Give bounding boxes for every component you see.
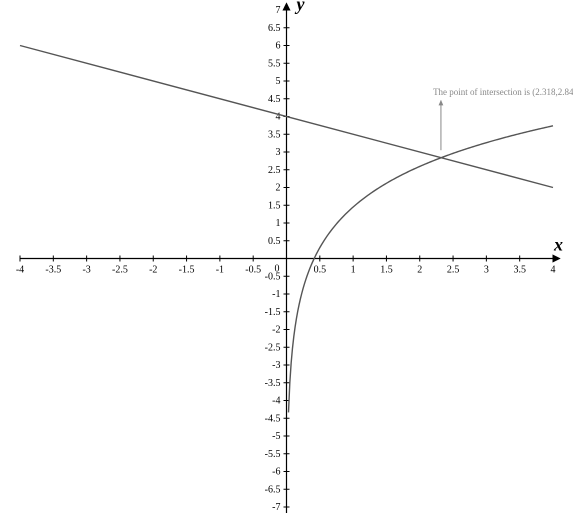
y-tick-label: 6 [276,41,281,52]
y-tick-label: 4.5 [268,94,281,105]
x-tick-label: -3.5 [45,265,61,276]
y-tick-label: -3.5 [265,378,281,389]
y-tick-label: -7 [272,502,280,513]
x-tick-label: -1.5 [179,265,195,276]
y-tick-label: -1.5 [265,307,281,318]
x-tick-label: -2 [149,265,157,276]
x-tick-label: 0.5 [314,265,327,276]
y-tick-label: -6 [272,467,280,478]
x-tick-label: 2.5 [447,265,460,276]
y-tick-label: -5 [272,431,280,442]
y-tick-label: 3.5 [268,129,281,140]
y-tick-label: 1.5 [268,200,281,211]
chart-container: -4 -3.5 -3 -2.5 -2 -1.5 -1 -0.5 0.5 1 1.5 2 2.5 3 3.5 4… [0,0,573,517]
x-tick-label: 4 [551,265,556,276]
x-tick-label: 1 [351,265,356,276]
x-axis-label: x [553,235,563,255]
y-tick-label: -6.5 [265,484,281,495]
y-tick-label: -3 [272,360,280,371]
y-tick-label: 3 [276,147,281,158]
y-tick-label: 2 [276,183,281,194]
y-tick-label: 2.5 [268,165,281,176]
y-tick-label: -5.5 [265,449,281,460]
y-tick-label: 0.5 [268,236,281,247]
y-tick-label: 5 [276,76,281,87]
x-tick-label: 3.5 [513,265,526,276]
y-tick-label: -2 [272,325,280,336]
annotation-text: The point of intersection is (2.318,2.84… [433,87,573,97]
x-tick-label: 1.5 [380,265,393,276]
y-tick-label: 1 [276,218,281,229]
x-tick-label: -3 [82,265,90,276]
y-tick-label: 6.5 [268,23,281,34]
y-tick-label: -1 [272,289,280,300]
x-tick-label: -0.5 [245,265,261,276]
y-tick-label: -4.5 [265,413,281,424]
y-axis-label: y [295,0,306,14]
y-tick-label: -0.5 [265,271,281,282]
y-tick-label: -2.5 [265,342,281,353]
x-tick-label: 2 [417,265,422,276]
y-tick-label: 7 [276,5,281,16]
x-tick-label: 3 [484,265,489,276]
x-tick-label: -4 [16,265,24,276]
x-tick-label: -1 [216,265,224,276]
x-tick-label: -2.5 [112,265,128,276]
y-tick-label: -4 [272,396,280,407]
y-tick-label: 5.5 [268,58,281,69]
chart-svg: -4 -3.5 -3 -2.5 -2 -1.5 -1 -0.5 0.5 1 1.5 2 2.5 3 3.5 4… [0,0,573,517]
